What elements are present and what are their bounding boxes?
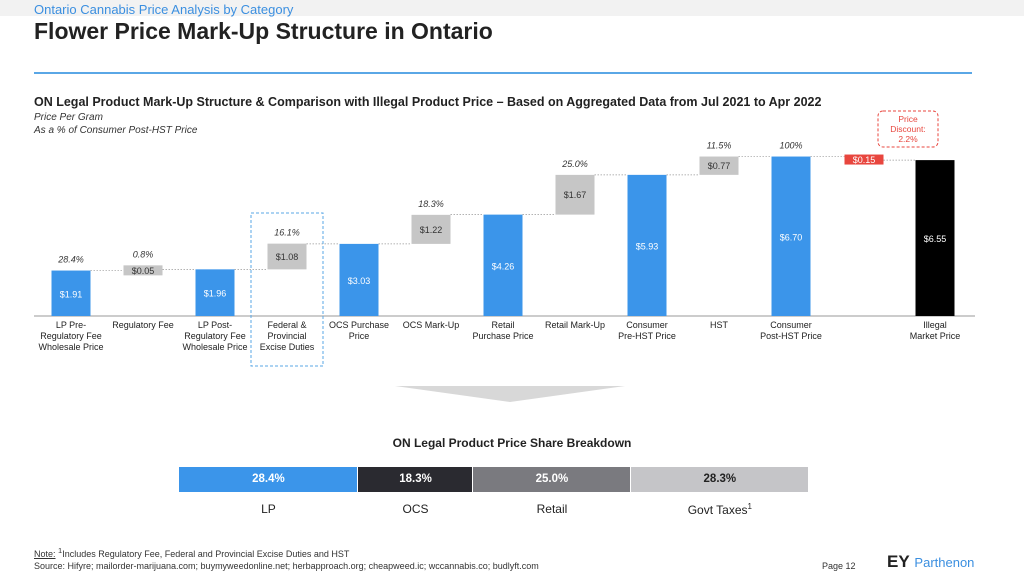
category-label-3-2: Excise Duties bbox=[260, 342, 315, 352]
waterfall-bar-2 bbox=[195, 269, 235, 316]
bar-value-label-11: $0.15 bbox=[853, 155, 876, 165]
chart-subtitle-1: Price Per Gram bbox=[34, 112, 103, 123]
breakdown-category-3: Govt Taxes1 bbox=[687, 502, 752, 517]
category-label-4-0: OCS Purchase bbox=[329, 320, 389, 330]
logo-name: Parthenon bbox=[914, 555, 975, 570]
bar-value-label-10: $6.70 bbox=[780, 232, 803, 242]
category-label-5-0: OCS Mark-Up bbox=[403, 320, 460, 330]
breakdown-segment-label-0: 28.4% bbox=[252, 473, 285, 485]
category-label-9-0: HST bbox=[710, 320, 729, 330]
category-label-0-1: Regulatory Fee bbox=[40, 331, 102, 341]
category-label-10-0: Consumer bbox=[770, 320, 812, 330]
category-label-3-0: Federal & bbox=[267, 320, 306, 330]
top-strip bbox=[0, 0, 1024, 16]
waterfall-bar-0 bbox=[51, 270, 91, 316]
footnote: Note: 1Includes Regulatory Fee, Federal … bbox=[34, 546, 349, 559]
bar-pct-label-5: 18.3% bbox=[418, 199, 444, 209]
breakdown-segment-label-1: 18.3% bbox=[399, 473, 432, 485]
breakdown-segment-govt-taxes bbox=[630, 467, 808, 492]
waterfall-bar-12 bbox=[915, 160, 955, 316]
waterfall-bar-9 bbox=[699, 156, 739, 175]
note-label: Note: bbox=[34, 549, 56, 559]
callout-line-2: 2.2% bbox=[898, 134, 918, 144]
category-label-2-0: LP Post- bbox=[198, 320, 232, 330]
category-label-2-2: Wholesale Price bbox=[182, 342, 247, 352]
category-label-6-1: Purchase Price bbox=[472, 331, 533, 341]
category-label-10-1: Post-HST Price bbox=[760, 331, 822, 341]
breakdown-category-2: Retail bbox=[536, 502, 568, 516]
bar-value-label-1: $0.05 bbox=[132, 266, 155, 276]
waterfall-bar-6 bbox=[483, 214, 523, 316]
bar-value-label-2: $1.96 bbox=[204, 289, 227, 299]
category-label-6-0: Retail bbox=[491, 320, 514, 330]
category-label-0-0: LP Pre- bbox=[56, 320, 86, 330]
waterfall-bar-7 bbox=[555, 174, 595, 215]
category-label-3-1: Provincial bbox=[267, 331, 306, 341]
chart-title: ON Legal Product Mark-Up Structure & Com… bbox=[34, 95, 822, 109]
breakdown-segment-ocs bbox=[357, 467, 473, 492]
bar-pct-label-0: 28.4% bbox=[57, 255, 84, 265]
waterfall-bar-3 bbox=[267, 243, 307, 270]
waterfall-bar-8 bbox=[627, 174, 667, 316]
bar-pct-label-10: 100% bbox=[779, 141, 802, 151]
title-rule bbox=[34, 72, 972, 74]
bar-value-label-12: $6.55 bbox=[924, 234, 947, 244]
bar-pct-label-1: 0.8% bbox=[133, 249, 154, 259]
page-number: Page 12 bbox=[822, 561, 856, 571]
bar-value-label-0: $1.91 bbox=[60, 289, 83, 299]
waterfall-bar-4 bbox=[339, 243, 379, 316]
breakdown-segment-label-3: 28.3% bbox=[703, 473, 737, 485]
category-label-12-0: Illegal bbox=[923, 320, 947, 330]
breakdown-title: ON Legal Product Price Share Breakdown bbox=[392, 436, 632, 450]
chart-subtitle-2: As a % of Consumer Post-HST Price bbox=[34, 125, 198, 136]
price-discount-callout bbox=[877, 110, 939, 148]
section-arrow bbox=[395, 386, 625, 402]
waterfall-bar-11 bbox=[844, 154, 884, 165]
note-text: Includes Regulatory Fee, Federal and Pro… bbox=[62, 549, 350, 559]
page-title: Flower Price Mark-Up Structure in Ontari… bbox=[34, 18, 493, 44]
logo-ey: EY bbox=[887, 552, 910, 571]
category-label-4-1: Price bbox=[349, 331, 370, 341]
bar-pct-label-9: 11.5% bbox=[707, 141, 732, 151]
callout-line-1: Discount: bbox=[890, 124, 925, 134]
callout-line-0: Price bbox=[898, 114, 918, 124]
breakdown-segment-retail bbox=[473, 467, 630, 492]
bar-value-label-3: $1.08 bbox=[276, 252, 299, 262]
breakdown-segment-label-2: 25.0% bbox=[535, 473, 569, 485]
category-label-7-0: Retail Mark-Up bbox=[545, 320, 605, 330]
category-label-8-0: Consumer bbox=[626, 320, 668, 330]
ey-parthenon-logo: EY Parthenon bbox=[887, 552, 974, 572]
waterfall-bar-1 bbox=[123, 265, 163, 276]
breakdown-segment-lp bbox=[179, 467, 357, 492]
bar-value-label-8: $5.93 bbox=[636, 241, 659, 251]
bar-value-label-5: $1.22 bbox=[420, 225, 443, 235]
breakdown-category-0: LP bbox=[261, 502, 276, 516]
bar-value-label-4: $3.03 bbox=[348, 276, 371, 286]
bar-value-label-7: $1.67 bbox=[564, 190, 587, 200]
waterfall-bar-10 bbox=[771, 156, 811, 316]
bar-value-label-9: $0.77 bbox=[708, 161, 731, 171]
bar-value-label-6: $4.26 bbox=[492, 261, 515, 271]
source-line: Source: Hifyre; mailorder-marijuana.com;… bbox=[34, 561, 539, 571]
section-supertitle: Ontario Cannabis Price Analysis by Categ… bbox=[34, 2, 294, 17]
category-label-1-0: Regulatory Fee bbox=[112, 320, 174, 330]
bar-pct-label-3: 16.1% bbox=[274, 228, 300, 238]
highlight-box bbox=[250, 212, 324, 367]
category-label-0-2: Wholesale Price bbox=[38, 342, 103, 352]
breakdown-category-1: OCS bbox=[402, 502, 429, 516]
waterfall-bar-5 bbox=[411, 214, 451, 244]
category-label-12-1: Market Price bbox=[910, 331, 961, 341]
category-label-2-1: Regulatory Fee bbox=[184, 331, 246, 341]
bar-pct-label-7: 25.0% bbox=[561, 159, 588, 169]
category-label-8-1: Pre-HST Price bbox=[618, 331, 676, 341]
note-sup: 1 bbox=[58, 546, 63, 555]
